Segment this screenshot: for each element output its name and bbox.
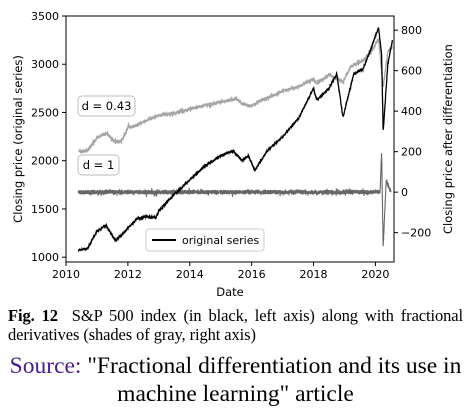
legend-box [145, 228, 265, 252]
x-tick-label: 2010 [52, 268, 80, 281]
series-label-box-d1 [77, 154, 120, 176]
right-y-tick-label: 600 [401, 65, 422, 78]
right-y-axis-label: Closing price after differentiation [441, 44, 455, 234]
x-tick-label: 2016 [238, 268, 266, 281]
left-y-tick-label: 1500 [31, 203, 59, 216]
series-label-d1: d = 1 [83, 158, 115, 172]
x-tick-label: 2020 [361, 268, 389, 281]
caption-fig-label: Fig. 12 [8, 306, 58, 325]
left-y-tick-label: 2500 [31, 106, 59, 119]
left-y-tick-label: 2000 [31, 155, 59, 168]
right-y-tick-label: 200 [401, 146, 422, 159]
source-text: "Fractional differentiation and its use … [87, 353, 462, 407]
source-line: Source: "Fractional differentiation and … [0, 352, 471, 408]
series-d043-group [78, 38, 393, 154]
right-y-tick-label: −200 [401, 227, 431, 240]
left-y-tick-label: 3000 [31, 58, 59, 71]
series-original-group [77, 27, 393, 252]
plot-frame [65, 15, 395, 263]
left-y-axis: 1000 1500 2000 2500 3000 3500 [31, 10, 66, 264]
caption-text: S&P 500 index (in black, left axis) alon… [8, 306, 463, 344]
x-axis-label: Date [216, 285, 244, 299]
source-label: Source: [9, 353, 82, 379]
right-y-tick-label: 800 [401, 24, 422, 37]
left-y-tick-label: 3500 [31, 10, 59, 23]
left-y-tick-label: 1000 [31, 251, 59, 264]
right-y-tick-label: 0 [401, 186, 408, 199]
series-d1-line [77, 153, 392, 247]
x-tick-label: 2014 [176, 268, 204, 281]
right-y-tick-label: 400 [401, 105, 422, 118]
series-original-line [77, 27, 393, 252]
figure-caption: Fig. 12 S&P 500 index (in black, left ax… [8, 306, 463, 344]
series-d1-group [77, 153, 392, 247]
legend-label: original series [182, 234, 259, 247]
chart: 2010 2012 2014 2016 2018 2020 100015002000250… [11, 10, 455, 299]
series-label-d043: d = 0.43 [82, 99, 132, 113]
series-label-box-d043 [77, 95, 136, 117]
x-axis: 2010 2012 2014 2016 2018 2020 [52, 262, 389, 281]
x-tick-label: 2018 [300, 268, 328, 281]
left-y-axis-label: Closing price (original series) [11, 55, 25, 223]
series-d043-line [78, 38, 393, 154]
right-y-axis: −200 0 200 400 600 800 [394, 24, 431, 240]
x-tick-label: 2012 [114, 268, 142, 281]
